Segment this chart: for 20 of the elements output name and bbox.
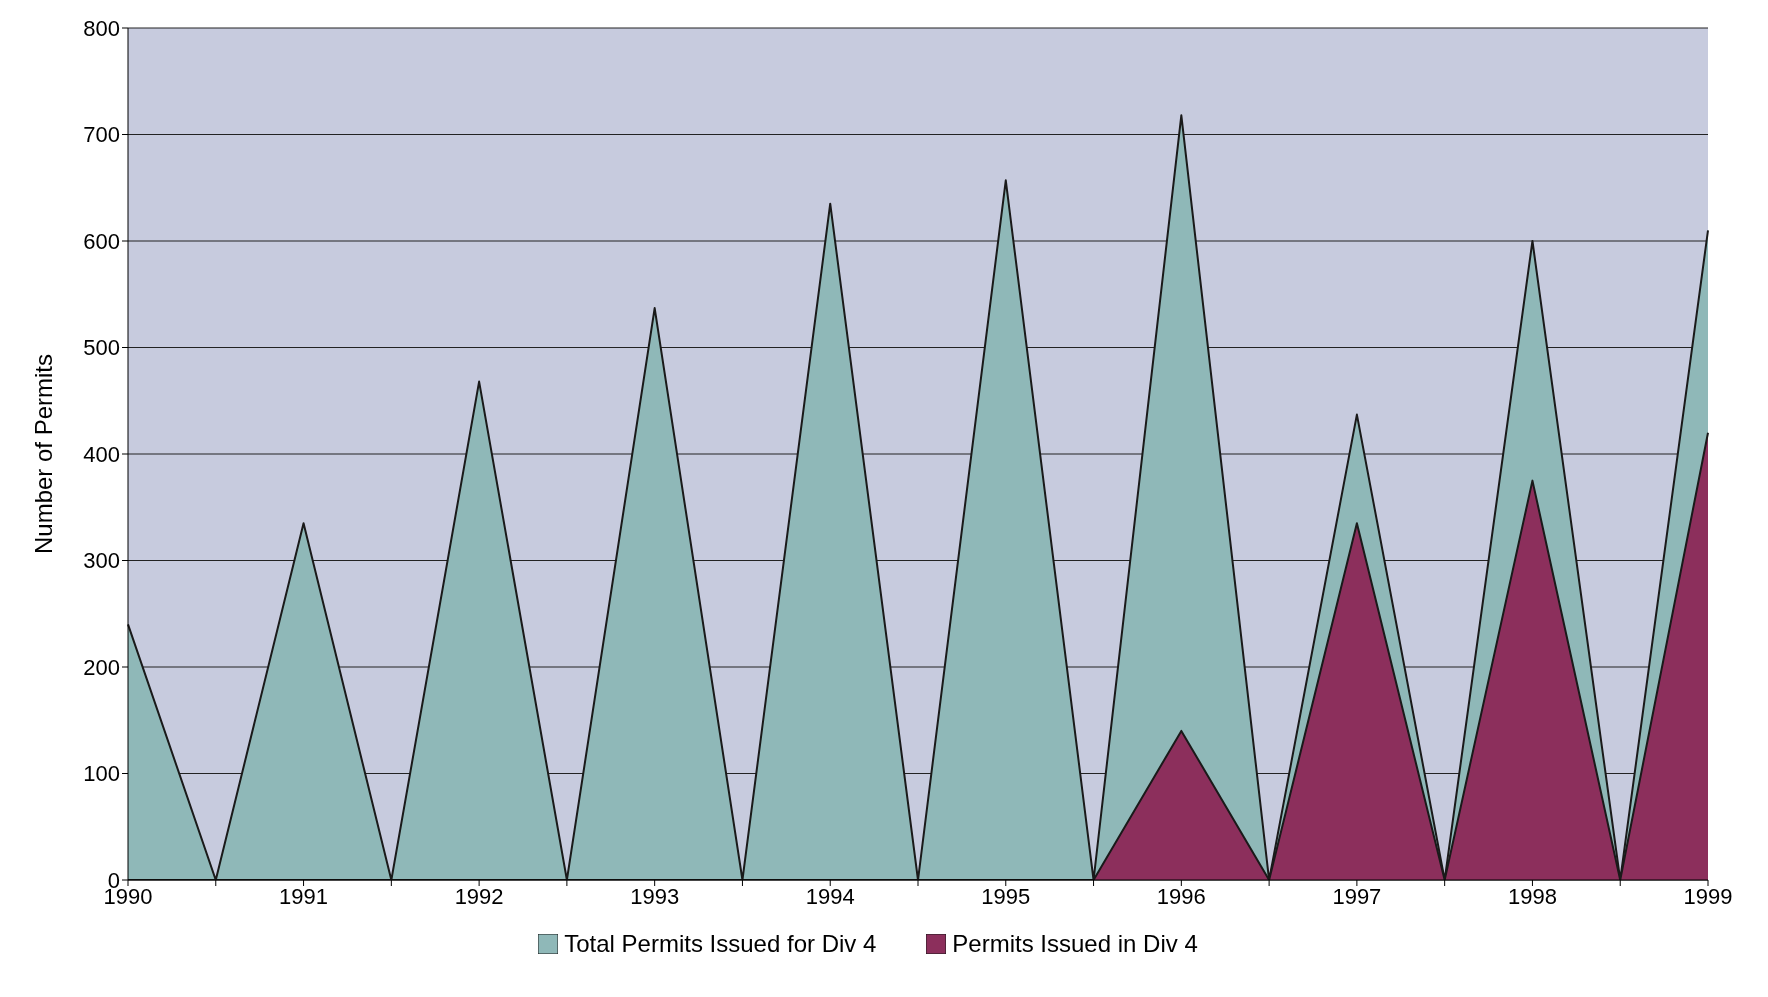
x-tick-label: 1991: [279, 883, 329, 909]
legend-label: Total Permits Issued for Div 4: [564, 930, 877, 958]
y-tick-label: 200: [83, 654, 120, 680]
y-tick-label: 800: [83, 15, 120, 41]
x-tick-label: 1995: [981, 883, 1031, 909]
x-tick-label: 1993: [630, 883, 680, 909]
y-tick-label: 500: [83, 335, 120, 361]
y-tick-label: 600: [83, 228, 120, 254]
y-tick-label: 100: [83, 761, 120, 787]
y-axis-title: Number of Permits: [29, 353, 57, 555]
y-tick-label: 300: [83, 548, 120, 574]
y-tick-label: 700: [83, 122, 120, 148]
x-tick-label: 1998: [1507, 883, 1557, 909]
x-tick-label: 1996: [1156, 883, 1206, 909]
x-tick-label: 1997: [1332, 883, 1382, 909]
x-tick-label: 1999: [1683, 883, 1733, 909]
x-tick-label: 1992: [454, 883, 504, 909]
legend-label: Permits Issued in Div 4: [952, 930, 1198, 958]
y-tick-label: 400: [83, 441, 120, 467]
x-tick-label: 1994: [805, 883, 855, 909]
